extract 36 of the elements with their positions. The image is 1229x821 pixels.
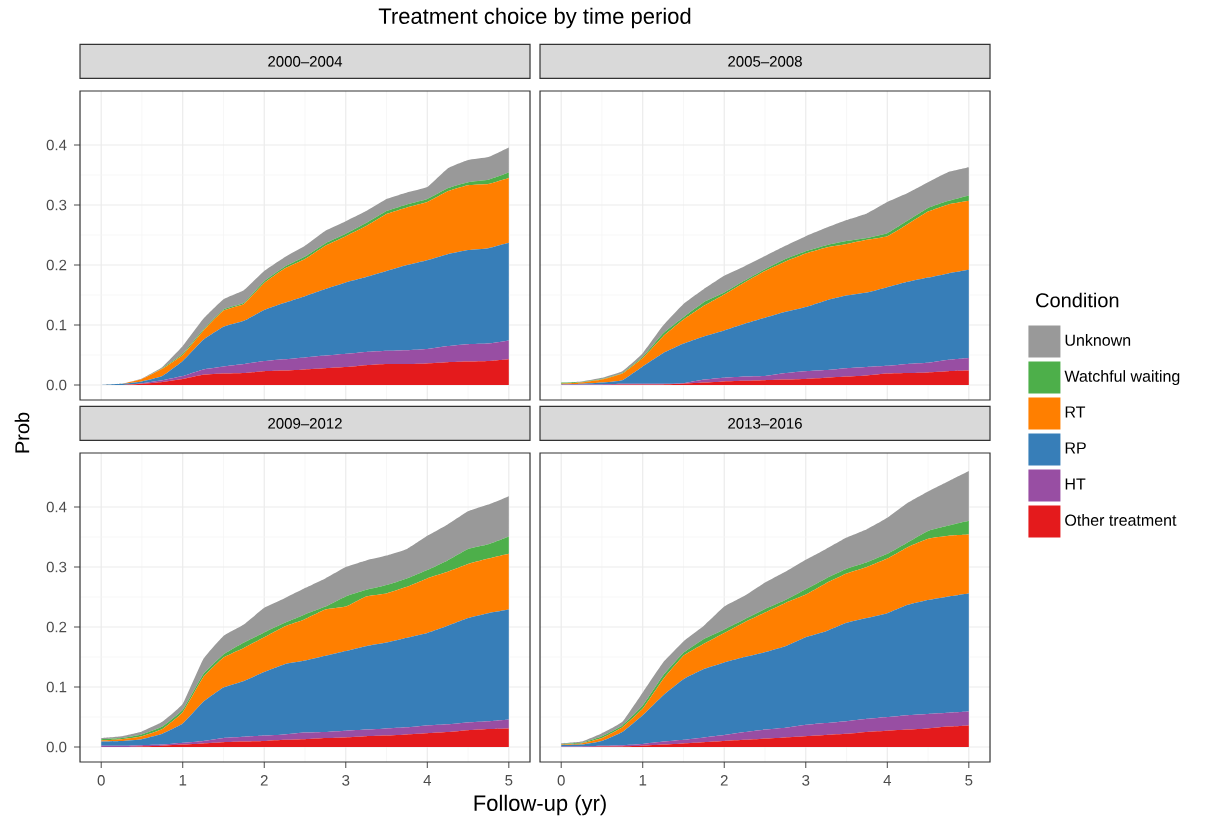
x-tick-label: 0 <box>557 775 565 786</box>
chart-title: 2000–2004 <box>268 56 343 67</box>
chart-title: 2005–2008 <box>728 56 802 67</box>
x-tick-label: 5 <box>965 775 973 786</box>
x-tick-label: 3 <box>802 775 810 786</box>
y-tick-label: 0.2 <box>46 621 67 633</box>
x-tick-label: 5 <box>505 775 513 786</box>
x-tick-label: 4 <box>423 775 432 786</box>
y-tick-label: 0.3 <box>46 561 67 573</box>
x-tick-label: 4 <box>883 775 892 786</box>
y-tick-label: 0.4 <box>46 139 67 151</box>
y-tick-label: 0.0 <box>46 379 67 391</box>
legend-title: Condition <box>1036 292 1119 308</box>
legend-label: Unknown <box>1065 334 1131 346</box>
chart-title: 2013–2016 <box>728 418 802 429</box>
y-tick-label: 0.3 <box>46 199 67 211</box>
y-tick-label: 0.0 <box>46 741 67 753</box>
x-tick-label: 1 <box>179 775 187 786</box>
y-tick-label: 0.4 <box>46 501 67 513</box>
legend-label: HT <box>1065 478 1086 490</box>
y-tick-label: 0.2 <box>46 259 67 271</box>
chart-title: 2009–2012 <box>268 418 342 429</box>
x-tick-label: 0 <box>97 775 105 786</box>
y-axis-title: Prob <box>14 412 30 453</box>
x-tick-label: 1 <box>639 775 647 786</box>
x-tick-label: 3 <box>342 775 350 786</box>
y-tick-label: 0.1 <box>46 319 67 331</box>
y-tick-label: 0.1 <box>46 681 67 693</box>
legend-label: Other treatment <box>1065 514 1177 526</box>
x-tick-label: 2 <box>260 775 268 786</box>
legend-label: RT <box>1065 406 1086 418</box>
legend-label: RP <box>1065 442 1086 454</box>
text: Treatment choice by time period <box>378 7 691 29</box>
x-axis-title: Follow-up (yr) <box>474 794 606 816</box>
x-tick-label: 2 <box>720 775 728 786</box>
legend-label: Watchful waiting <box>1064 370 1180 386</box>
